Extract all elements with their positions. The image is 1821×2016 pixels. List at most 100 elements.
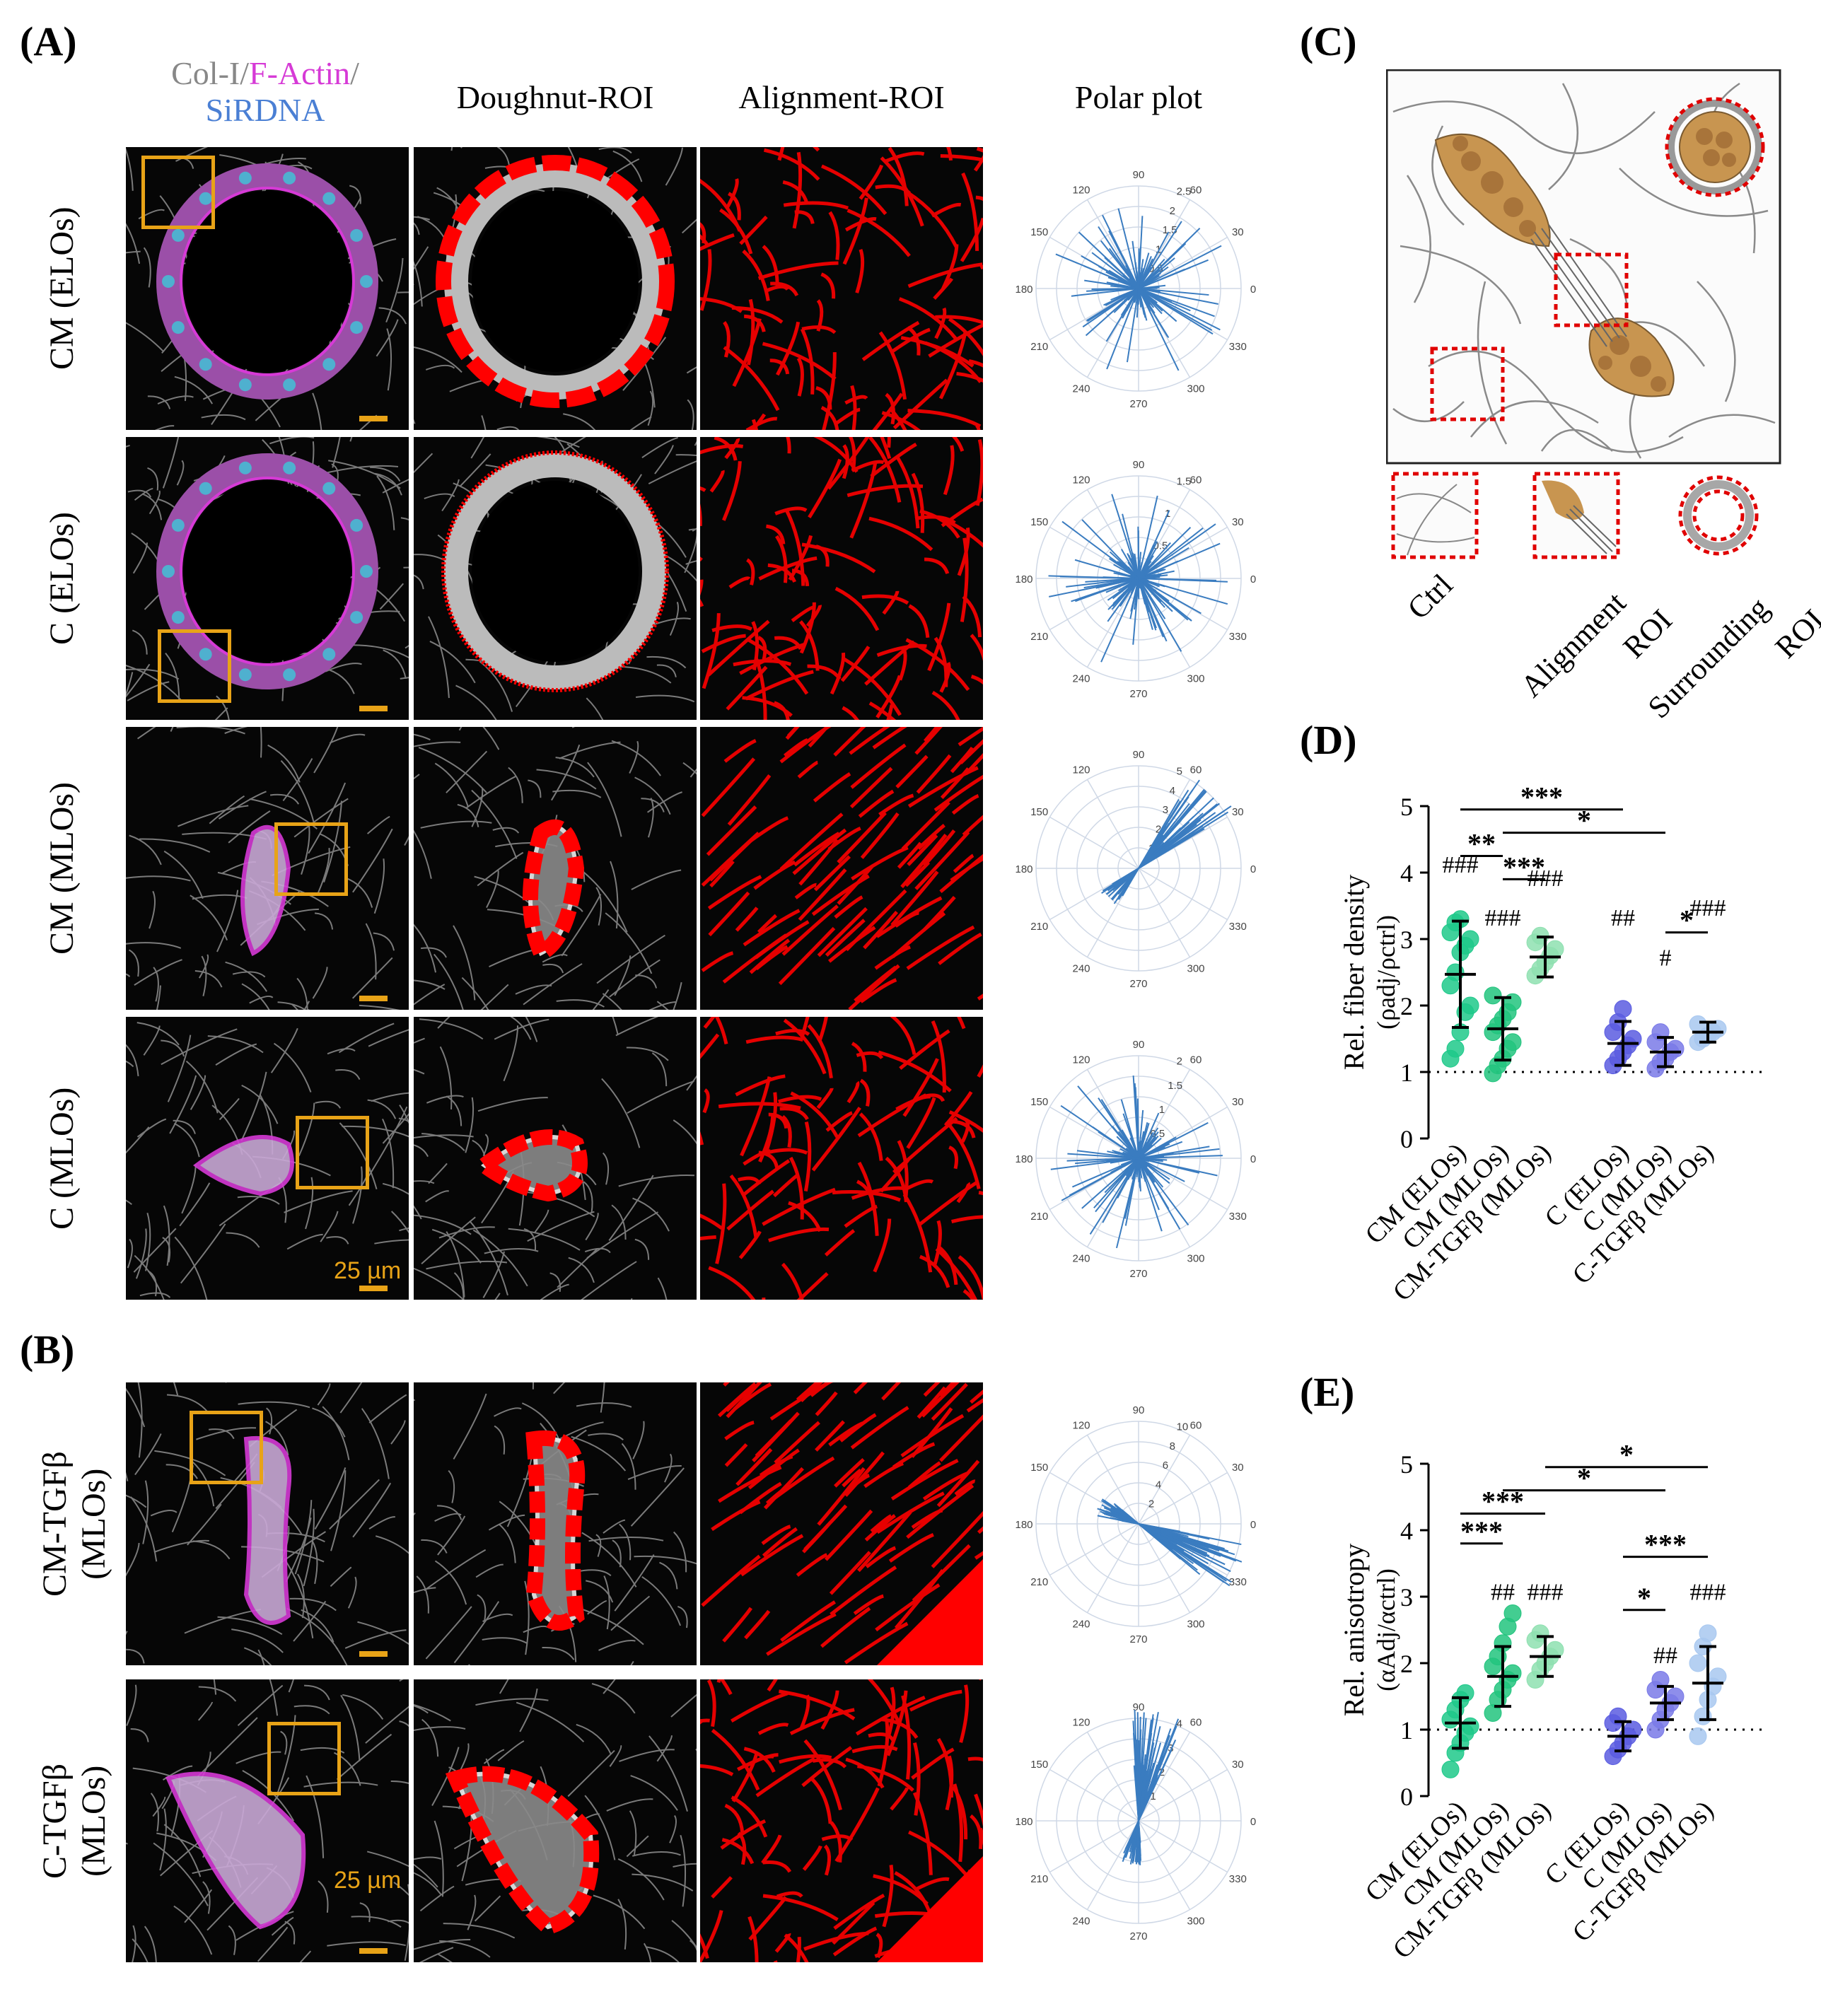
polar-vector bbox=[1098, 265, 1156, 298]
row-label-cm-tgfb-l2: (MLOs) bbox=[75, 1468, 113, 1580]
polar-vector bbox=[1127, 553, 1168, 642]
micrograph-r1-c1 bbox=[414, 437, 697, 720]
row-label-c-tgfb-l2: (MLOs) bbox=[75, 1765, 113, 1877]
polar-radial-tick: 2 bbox=[1177, 1056, 1182, 1068]
polar-angle-label: 270 bbox=[1129, 1930, 1147, 1942]
hash-mark: ### bbox=[1690, 1580, 1726, 1606]
polar-vector bbox=[1127, 825, 1168, 886]
polar-angle-label: 90 bbox=[1133, 1701, 1145, 1713]
polar-vector bbox=[1120, 817, 1184, 890]
polar-angle-label: 330 bbox=[1229, 1211, 1247, 1223]
polar-vector bbox=[1119, 1148, 1185, 1182]
polar-vector bbox=[1126, 269, 1168, 337]
polar-vector bbox=[1071, 284, 1166, 297]
polar-angle-label: 180 bbox=[1015, 863, 1032, 875]
data-point bbox=[1689, 1015, 1707, 1033]
polar-grid-spoke bbox=[1049, 1106, 1139, 1159]
micrograph-r5-c0 bbox=[126, 1679, 409, 1962]
polar-vector bbox=[1103, 567, 1228, 605]
micrograph-r0-c0 bbox=[126, 147, 409, 430]
significance-label: * bbox=[1577, 805, 1591, 837]
polar-vectors bbox=[1097, 1498, 1243, 1587]
y-tick-label: 4 bbox=[1400, 859, 1413, 887]
polar-angle-label: 90 bbox=[1133, 459, 1145, 471]
micrograph-r3-c1 bbox=[414, 1017, 697, 1300]
panel-label-d: (D) bbox=[1300, 717, 1357, 763]
polar-radial-tick: 2.5 bbox=[1177, 186, 1192, 198]
polar-angle-label: 0 bbox=[1250, 1816, 1256, 1828]
data-point bbox=[1461, 1717, 1479, 1735]
polar-vector bbox=[1081, 1137, 1162, 1209]
polar-vectors bbox=[1101, 779, 1232, 904]
polar-angle-label: 240 bbox=[1072, 962, 1090, 974]
polar-angle-label: 240 bbox=[1072, 1252, 1090, 1264]
polar-vector bbox=[1113, 564, 1202, 614]
hash-mark: ## bbox=[1611, 905, 1635, 931]
polar-angle-label: 270 bbox=[1129, 398, 1147, 410]
stain-factin-label: F-Actin bbox=[249, 55, 351, 91]
polar-angle-label: 120 bbox=[1072, 1717, 1090, 1729]
significance-label: * bbox=[1577, 1462, 1591, 1494]
schematic-legend bbox=[1391, 472, 1759, 559]
polar-vector bbox=[1098, 1131, 1156, 1170]
polar-angle-label: 60 bbox=[1190, 474, 1202, 486]
stain-slash: / bbox=[350, 55, 359, 91]
polar-grid-spoke bbox=[1138, 868, 1191, 957]
polar-angle-label: 120 bbox=[1072, 764, 1090, 776]
hash-mark: ## bbox=[1653, 1643, 1677, 1669]
data-point bbox=[1503, 1604, 1522, 1622]
polar-angle-label: 330 bbox=[1229, 631, 1247, 643]
polar-radial-tick: 10 bbox=[1177, 1421, 1189, 1433]
scale-bar-label-b: 25 µm bbox=[334, 1867, 402, 1894]
polar-angle-label: 0 bbox=[1250, 573, 1256, 585]
polar-vector bbox=[1137, 526, 1140, 600]
collagen-fibers bbox=[1392, 82, 1776, 459]
polar-vector bbox=[1100, 544, 1155, 663]
significance-label: *** bbox=[1482, 1486, 1524, 1517]
panel-label-e: (E) bbox=[1300, 1369, 1355, 1415]
polar-angle-label: 60 bbox=[1190, 185, 1202, 197]
y-tick-label: 0 bbox=[1400, 1125, 1413, 1153]
polar-plot-0: 90603003303002702402101801501200.511.522… bbox=[1015, 169, 1256, 410]
polar-grid-spoke bbox=[1049, 1769, 1139, 1822]
polar-grid-spoke bbox=[1138, 1435, 1191, 1525]
data-point bbox=[1689, 1727, 1707, 1745]
polar-angle-label: 0 bbox=[1250, 1153, 1256, 1165]
panel-label-a: (A) bbox=[20, 18, 77, 64]
polar-vector bbox=[1086, 274, 1160, 322]
polar-vector bbox=[1050, 1153, 1174, 1170]
legend-label-ctrl: Ctrl bbox=[1386, 567, 1499, 707]
polar-angle-label: 30 bbox=[1232, 1462, 1244, 1474]
data-point bbox=[1651, 1671, 1670, 1689]
polar-vector bbox=[1131, 555, 1154, 588]
organoid-left bbox=[1434, 133, 1551, 247]
polar-vector bbox=[1117, 547, 1189, 592]
hash-mark: ## bbox=[1491, 1580, 1515, 1606]
polar-angle-label: 30 bbox=[1232, 516, 1244, 528]
micrograph-r1-c0 bbox=[126, 437, 409, 720]
polar-angle-label: 0 bbox=[1250, 863, 1256, 875]
row-label-cm-tgfb: CM-TGFβ (MLOs) bbox=[35, 1382, 113, 1665]
polar-angle-label: 30 bbox=[1232, 226, 1244, 238]
zoom-box-r4 bbox=[190, 1411, 263, 1484]
polar-angle-label: 330 bbox=[1229, 1576, 1247, 1588]
polar-grid-spoke bbox=[1138, 1523, 1191, 1613]
scale-bar-r1 bbox=[359, 706, 388, 711]
polar-vector bbox=[1085, 576, 1160, 583]
polar-radial-tick: 2 bbox=[1170, 205, 1175, 217]
y-axis-label: Rel. anisotropy bbox=[1338, 1544, 1370, 1716]
polar-radial-tick: 4 bbox=[1177, 1718, 1182, 1730]
polar-vector bbox=[1129, 1770, 1163, 1841]
polar-grid-spoke bbox=[1138, 1158, 1228, 1211]
polar-vector bbox=[1134, 252, 1150, 303]
y-tick-label: 5 bbox=[1400, 1450, 1413, 1479]
polar-radial-tick: 3 bbox=[1168, 1742, 1173, 1754]
legend-ctrl-box bbox=[1391, 472, 1479, 559]
polar-grid-spoke bbox=[1086, 1732, 1139, 1822]
significance-label: *** bbox=[1460, 1515, 1503, 1547]
polar-angle-label: 150 bbox=[1030, 1096, 1048, 1108]
polar-vectors bbox=[1048, 494, 1228, 663]
polar-radial-tick: 4 bbox=[1156, 1479, 1161, 1491]
